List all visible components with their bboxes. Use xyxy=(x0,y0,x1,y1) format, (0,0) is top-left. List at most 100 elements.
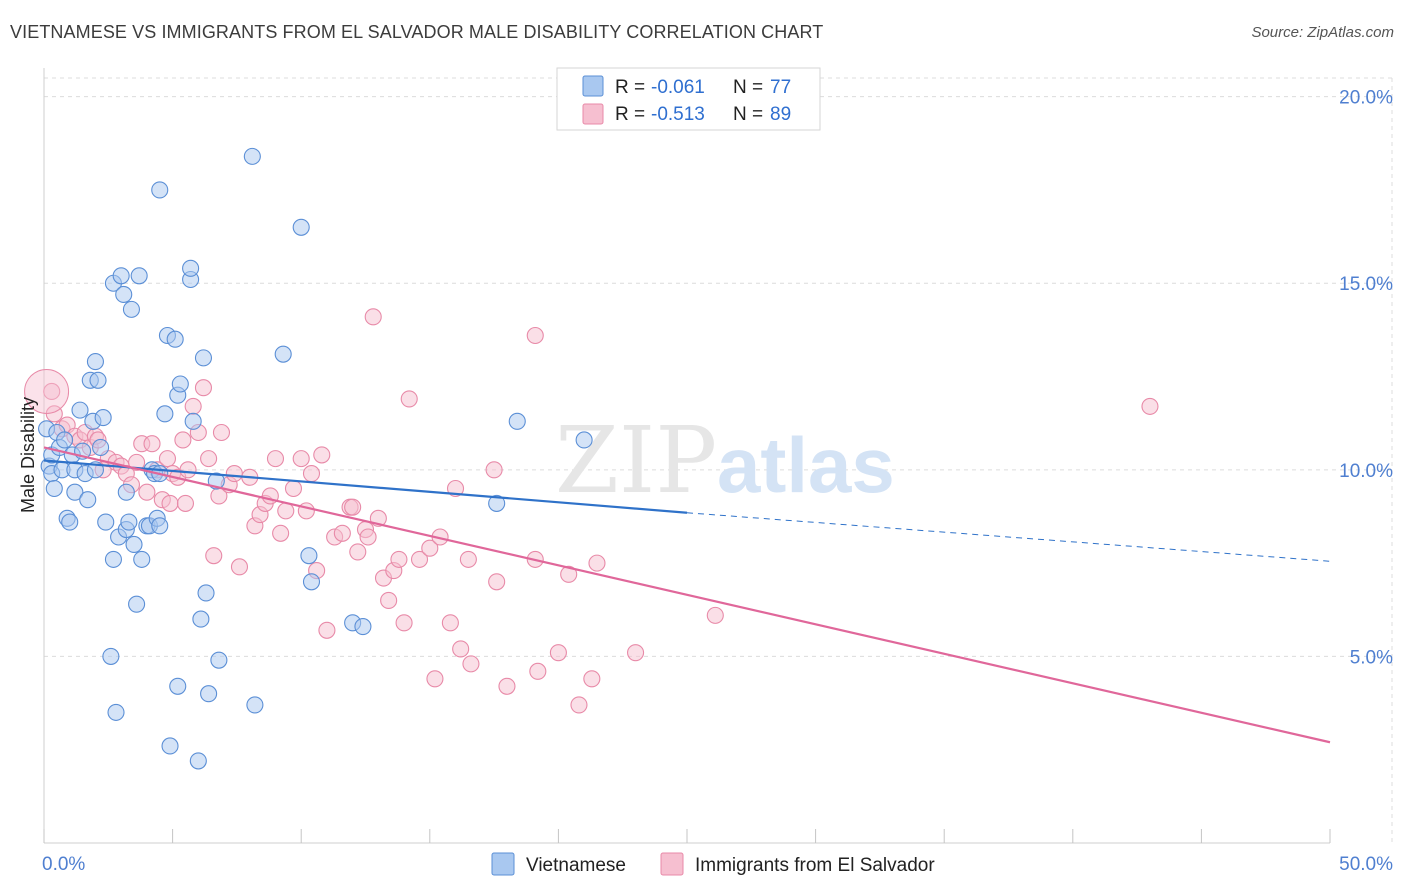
point-el-salvador xyxy=(138,483,156,501)
watermark-zip: ZIP xyxy=(555,407,717,514)
point-vietnamese xyxy=(508,412,526,430)
point-el-salvador xyxy=(176,494,195,512)
point-vietnamese xyxy=(210,651,228,669)
point-vietnamese xyxy=(133,550,151,568)
point-el-salvador xyxy=(588,554,606,572)
point-el-salvador xyxy=(485,461,503,479)
point-vietnamese xyxy=(61,513,79,531)
point-vietnamese xyxy=(79,491,97,509)
trend-lines xyxy=(43,446,1331,744)
point-el-salvador xyxy=(43,382,61,401)
point-el-salvador xyxy=(161,494,179,512)
point-vietnamese xyxy=(169,677,187,695)
y-tick-label: 10.0% xyxy=(1339,461,1393,482)
point-el-salvador xyxy=(143,435,161,453)
point-el-salvador xyxy=(225,465,243,483)
source-label: Source: ZipAtlas.com xyxy=(1251,24,1394,41)
point-vietnamese xyxy=(184,412,202,430)
legend-swatch-el-salvador xyxy=(582,103,604,125)
y-tick-label: 15.0% xyxy=(1339,274,1393,295)
point-vietnamese xyxy=(117,483,135,501)
y-axis-label: Male Disability xyxy=(18,397,38,513)
point-vietnamese xyxy=(104,550,122,568)
point-vietnamese xyxy=(197,584,215,602)
point-el-salvador xyxy=(364,308,382,326)
series-vietnamese-points xyxy=(38,147,593,770)
point-el-salvador xyxy=(380,591,398,609)
legend-n-value-vietnamese: 77 xyxy=(770,77,791,98)
point-el-salvador xyxy=(395,614,413,632)
point-vietnamese xyxy=(243,147,261,165)
x-tick-label-min: 0.0% xyxy=(42,854,85,875)
point-el-salvador-cluster xyxy=(24,368,70,414)
point-vietnamese xyxy=(246,696,264,714)
point-el-salvador xyxy=(426,670,444,688)
point-vietnamese xyxy=(182,259,200,277)
point-vietnamese xyxy=(200,685,218,703)
point-el-salvador xyxy=(284,479,303,498)
point-el-salvador xyxy=(390,550,408,568)
point-el-salvador xyxy=(184,397,202,415)
point-el-salvador xyxy=(158,450,177,468)
watermark-atlas: atlas xyxy=(717,421,895,509)
legend-swatch-vietnamese xyxy=(491,852,515,876)
y-tick-labels: 5.0% 10.0% 15.0% 20.0% xyxy=(1339,88,1393,669)
legend-label-el-salvador: Immigrants from El Salvador xyxy=(695,855,935,876)
point-el-salvador xyxy=(313,446,331,464)
point-vietnamese xyxy=(292,218,310,236)
y-tick-label: 5.0% xyxy=(1350,647,1393,668)
point-el-salvador xyxy=(230,558,249,576)
point-vietnamese xyxy=(156,405,174,423)
point-el-salvador xyxy=(1141,397,1159,415)
point-el-salvador xyxy=(410,550,429,568)
point-el-salvador xyxy=(452,640,470,658)
chart-title: VIETNAMESE VS IMMIGRANTS FROM EL SALVADO… xyxy=(10,22,824,42)
point-vietnamese xyxy=(354,618,372,636)
point-el-salvador xyxy=(194,379,213,397)
point-el-salvador xyxy=(570,696,588,714)
trend-line-vietnamese xyxy=(43,459,688,514)
trend-line-vietnamese-extension xyxy=(686,512,1331,562)
legend-r-label: R = xyxy=(615,77,645,98)
point-el-salvador xyxy=(529,662,547,680)
point-vietnamese xyxy=(189,752,207,770)
point-el-salvador xyxy=(560,565,578,583)
point-el-salvador xyxy=(128,453,146,471)
point-vietnamese xyxy=(89,371,107,389)
point-el-salvador xyxy=(277,502,295,520)
point-el-salvador xyxy=(459,550,477,568)
legend-swatch-vietnamese xyxy=(582,75,604,97)
point-el-salvador xyxy=(349,543,367,561)
point-vietnamese xyxy=(161,737,179,755)
point-vietnamese xyxy=(300,547,318,565)
point-vietnamese xyxy=(92,438,110,456)
point-el-salvador xyxy=(549,644,567,662)
point-el-salvador xyxy=(583,670,601,688)
point-vietnamese xyxy=(122,300,140,318)
point-el-salvador xyxy=(344,498,362,516)
legend-r-value-el-salvador: -0.513 xyxy=(651,104,705,125)
legend-n-label: N = xyxy=(733,104,763,125)
point-vietnamese xyxy=(71,401,89,419)
point-el-salvador xyxy=(200,450,218,468)
point-vietnamese xyxy=(130,267,148,285)
point-vietnamese xyxy=(192,610,210,628)
point-vietnamese xyxy=(94,409,112,427)
point-vietnamese xyxy=(45,479,63,498)
point-vietnamese xyxy=(151,517,169,535)
point-vietnamese xyxy=(107,703,125,721)
point-el-salvador xyxy=(359,528,377,546)
point-el-salvador xyxy=(462,655,480,673)
point-vietnamese xyxy=(125,535,143,554)
point-vietnamese xyxy=(102,647,120,665)
legend-n-label: N = xyxy=(733,77,763,98)
point-el-salvador xyxy=(212,423,231,442)
point-vietnamese xyxy=(86,353,104,371)
correlation-legend: R = -0.061 N = 77 R = -0.513 N = 89 xyxy=(556,67,821,131)
point-el-salvador xyxy=(706,606,724,624)
point-el-salvador xyxy=(441,614,459,632)
y-tick-label: 20.0% xyxy=(1339,88,1393,109)
point-el-salvador xyxy=(302,465,321,483)
point-vietnamese xyxy=(115,285,133,303)
legend-n-value-el-salvador: 89 xyxy=(770,104,791,125)
